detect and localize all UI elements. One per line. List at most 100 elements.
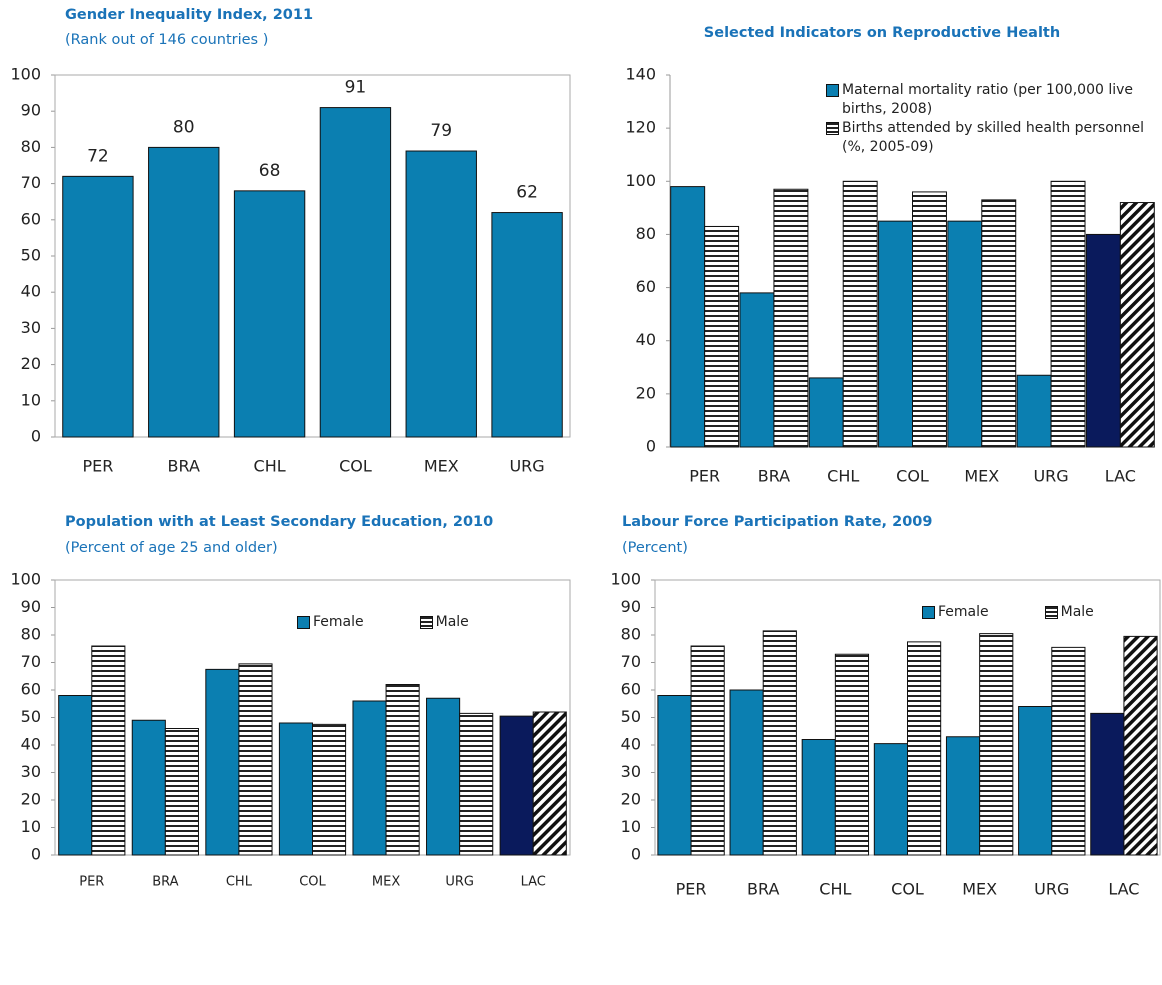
bar [907,641,942,856]
y-tick-label: 90 [21,597,41,616]
legend-item: Female [297,613,364,632]
y-tick-label: 100 [10,570,41,589]
bar [773,188,809,448]
bar [704,225,740,448]
bar [834,653,870,856]
legend-item: Births attended by skilled health person… [826,119,1146,157]
y-tick-label: 40 [636,330,656,349]
bar [205,668,240,856]
legend-swatch [297,616,310,629]
y-tick-label: 40 [621,735,641,754]
y-tick-label: 10 [21,817,41,836]
bar [762,630,797,856]
bar [233,190,306,438]
legend-item: Maternal mortality ratio (per 100,000 li… [826,81,1146,119]
bar [164,728,199,856]
bar [312,723,347,856]
legend-swatch [922,606,935,619]
x-tick-label: LAC [1105,467,1136,486]
bar [1085,233,1121,448]
x-tick-label: CHL [254,457,286,476]
bar [352,700,387,856]
legend-label: Male [1060,604,1094,620]
y-tick-label: 40 [21,282,41,301]
x-tick-label: BRA [747,880,779,899]
x-tick-label: BRA [168,457,200,476]
bar [842,180,878,448]
bar [1016,374,1052,448]
bar [801,739,836,856]
x-tick-label: URG [1034,880,1069,899]
legend-label: Female [938,604,989,620]
y-tick-label: 100 [625,171,656,190]
bar [947,220,983,448]
y-tick-label: 30 [21,762,41,781]
bar [657,695,692,856]
bar [945,736,981,856]
y-tick-label: 50 [21,246,41,265]
y-tick-label: 10 [21,390,41,409]
y-tick-label: 70 [621,652,641,671]
y-tick-label: 20 [21,354,41,373]
bar [979,633,1014,856]
bar [499,715,534,856]
x-tick-label: LAC [521,875,546,890]
x-tick-label: URG [509,457,544,476]
data-label: 79 [430,121,452,141]
chart-subtitle: (Percent of age 25 and older) [65,540,278,556]
x-tick-label: MEX [424,457,459,476]
x-tick-label: CHL [827,467,859,486]
data-label: 91 [345,78,367,98]
x-tick-label: MEX [962,880,997,899]
y-tick-label: 30 [21,318,41,337]
y-tick-label: 70 [21,173,41,192]
bar [729,689,764,856]
chart-title: Selected Indicators on Reproductive Heal… [704,25,1060,41]
y-tick-label: 70 [21,652,41,671]
y-tick-label: 0 [31,845,41,864]
y-tick-label: 30 [621,762,641,781]
y-tick-label: 80 [636,224,656,243]
legend: Female Male [297,613,469,632]
bar [1051,646,1086,856]
bar [278,722,313,856]
x-tick-label: URG [1033,467,1068,486]
legend-label: Maternal mortality ratio (per 100,000 li… [842,82,1134,117]
bar [981,199,1017,448]
chart-title: Population with at Least Secondary Educa… [65,514,493,530]
y-tick-label: 20 [636,383,656,402]
y-tick-label: 100 [610,570,641,589]
legend-swatch [419,616,433,629]
y-tick-label: 60 [621,680,641,699]
legend-swatch [1044,606,1058,619]
bar [1090,712,1125,856]
chart-title: Gender Inequality Index, 2011 [65,7,313,23]
y-tick-label: 90 [21,101,41,120]
x-tick-label: CHL [819,880,851,899]
x-tick-label: LAC [1108,880,1139,899]
data-label: 62 [516,183,538,203]
y-tick-label: 0 [646,437,656,456]
data-label: 72 [87,146,109,166]
data-label: 68 [259,161,281,181]
bar [385,684,420,856]
bar [426,697,461,856]
bar [62,175,134,438]
bar [148,146,220,438]
bar [405,150,477,438]
legend-label: Male [435,614,469,630]
y-tick-label: 80 [21,137,41,156]
x-tick-label: MEX [372,875,400,890]
y-tick-label: 120 [625,118,656,137]
y-tick-label: 40 [21,735,41,754]
y-tick-label: 90 [621,597,641,616]
x-tick-label: COL [299,875,326,890]
x-tick-label: PER [82,457,113,476]
x-tick-label: CHL [226,875,253,890]
y-tick-label: 20 [21,790,41,809]
bar [670,186,706,448]
bar [459,712,494,856]
bar [1018,706,1053,856]
x-tick-label: PER [79,875,104,890]
